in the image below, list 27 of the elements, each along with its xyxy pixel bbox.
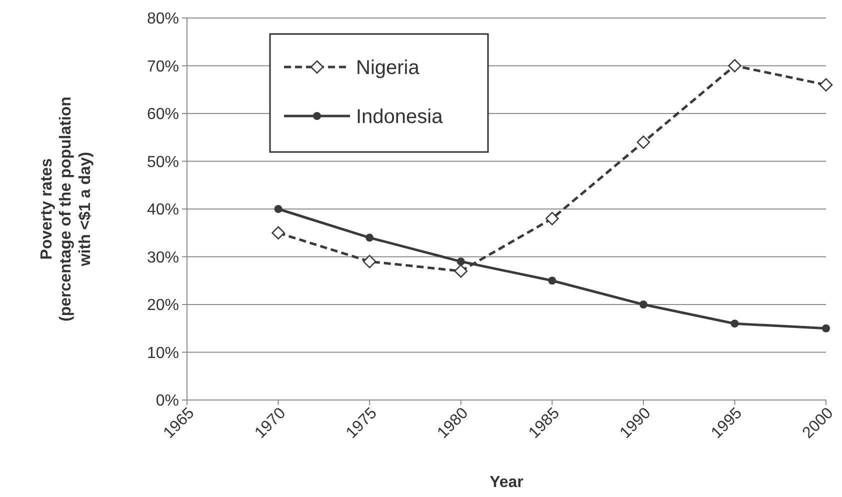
legend-label: Indonesia — [356, 106, 444, 128]
point — [454, 264, 468, 278]
point — [456, 258, 465, 266]
y-axis-title: Poverty rates (percentage of the population with <$1 a day) — [38, 96, 94, 322]
y-tick-label: 50% — [146, 154, 179, 171]
y-tick-label: 30% — [146, 249, 179, 266]
point — [274, 205, 282, 213]
point — [545, 212, 559, 226]
y-tick-label: 80% — [146, 10, 179, 28]
point — [362, 254, 376, 268]
point — [636, 136, 650, 149]
y-tick-label: 20% — [146, 297, 179, 314]
y-tick-label: 70% — [146, 58, 179, 76]
y-tick-label: 40% — [146, 202, 179, 219]
point — [730, 320, 739, 328]
y-tick-label: 0% — [156, 392, 179, 410]
y-tick-label: 10% — [146, 344, 179, 362]
legend-label: Nigeria — [356, 57, 420, 79]
y-tick-label: 60% — [146, 106, 179, 124]
point — [819, 78, 833, 92]
point — [728, 59, 742, 72]
point — [639, 300, 648, 308]
point — [272, 226, 285, 240]
point — [822, 324, 830, 332]
point — [548, 276, 556, 285]
x-axis-title: Year — [490, 474, 524, 491]
point — [366, 234, 374, 242]
